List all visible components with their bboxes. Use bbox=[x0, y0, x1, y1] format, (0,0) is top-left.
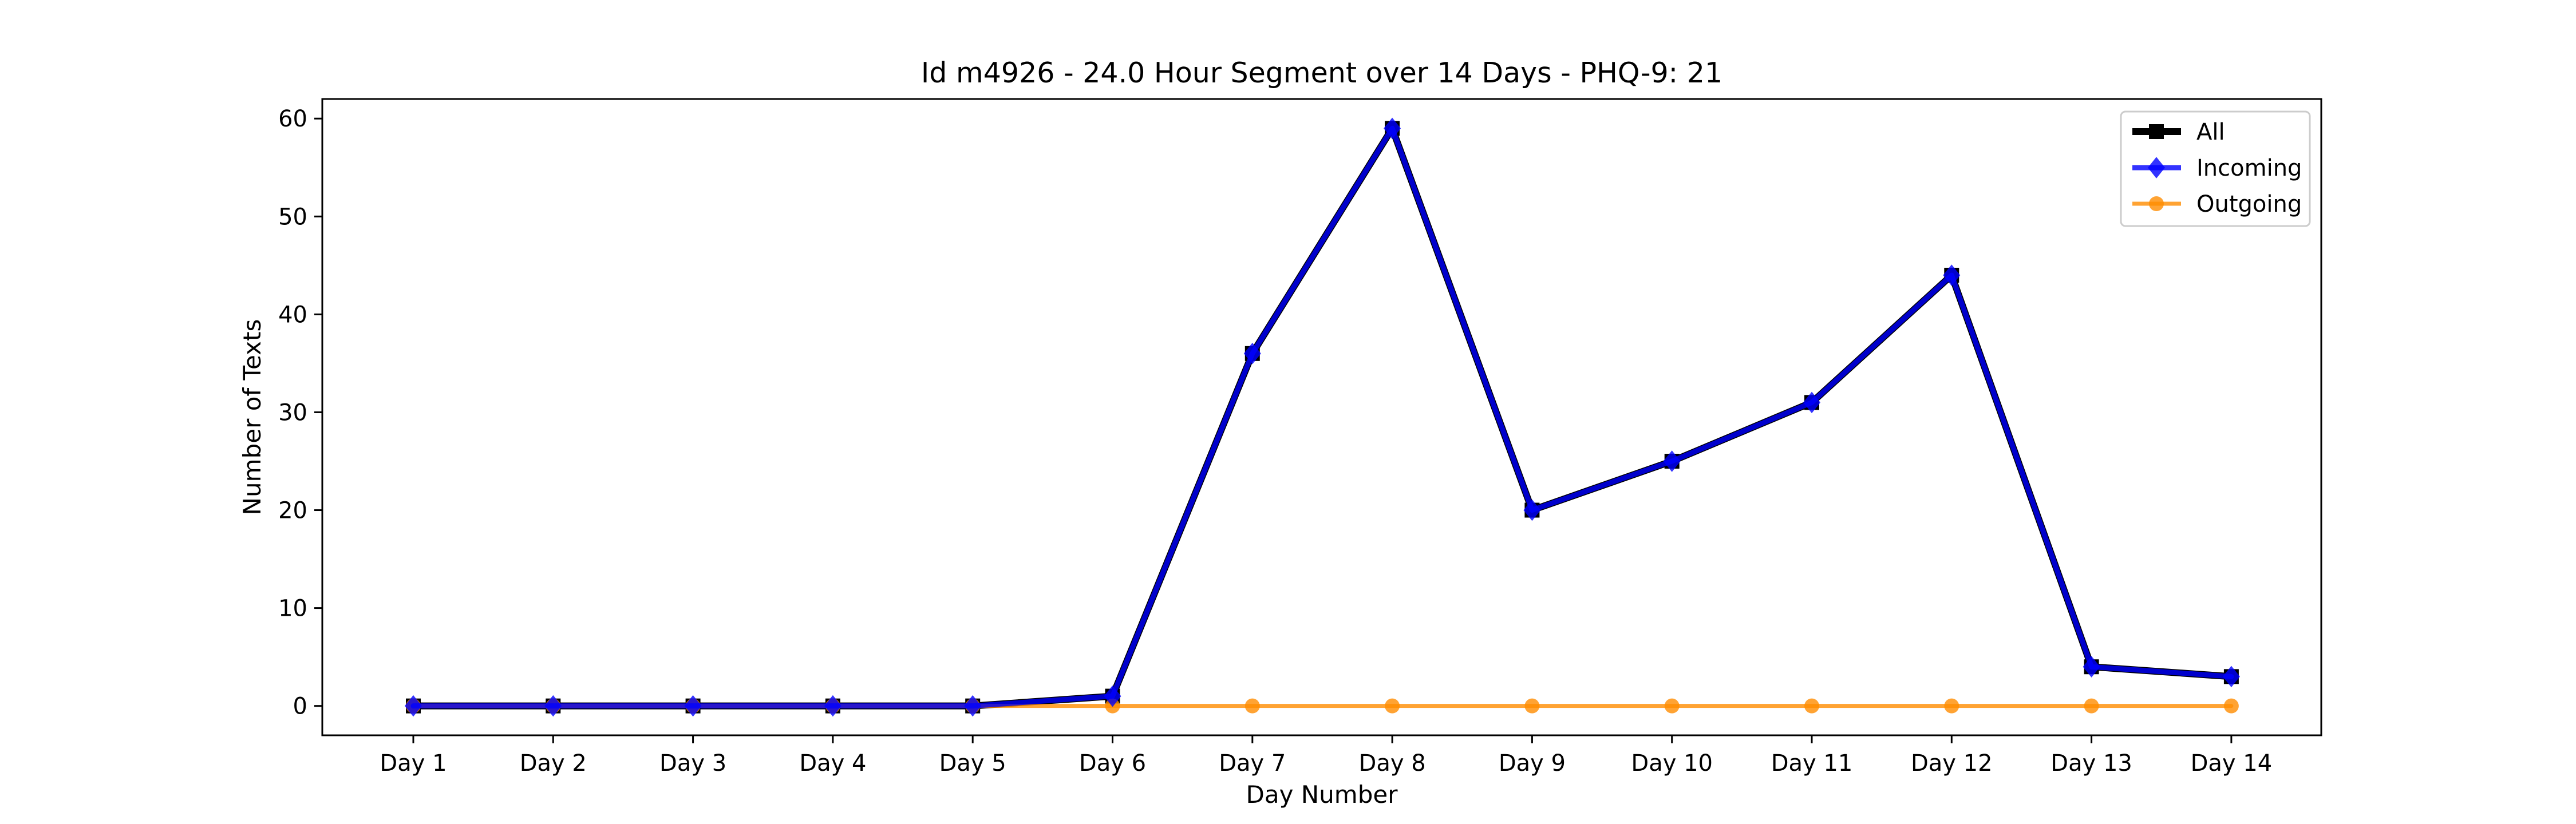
data-point-incoming bbox=[1943, 264, 1961, 286]
y-tick-label: 20 bbox=[278, 498, 307, 524]
x-tick-label: Day 3 bbox=[659, 750, 726, 777]
legend: All Incoming Outgoing bbox=[2120, 110, 2311, 227]
x-tick-label: Day 6 bbox=[1079, 750, 1146, 777]
data-point-outgoing bbox=[2084, 698, 2099, 714]
x-tick-label: Day 11 bbox=[1771, 750, 1853, 777]
chart-title: Id m4926 - 24.0 Hour Segment over 14 Day… bbox=[921, 57, 1722, 89]
x-tick-label: Day 9 bbox=[1499, 750, 1566, 777]
plot-frame bbox=[321, 98, 2322, 736]
data-point-incoming bbox=[2222, 665, 2240, 688]
x-tick-label: Day 5 bbox=[939, 750, 1006, 777]
x-tick-label: Day 4 bbox=[799, 750, 866, 777]
data-point-incoming bbox=[405, 695, 422, 717]
series-line-incoming bbox=[410, 125, 2234, 709]
x-tick-label: Day 7 bbox=[1219, 750, 1286, 777]
data-point-incoming bbox=[1104, 685, 1121, 707]
data-point-incoming bbox=[964, 695, 982, 717]
data-point-outgoing bbox=[1804, 698, 1819, 714]
legend-marker-outgoing bbox=[2149, 196, 2164, 211]
data-point-outgoing bbox=[2223, 698, 2239, 714]
legend-label-outgoing: Outgoing bbox=[2196, 191, 2302, 217]
x-tick-label: Day 8 bbox=[1359, 750, 1426, 777]
data-point-incoming bbox=[1384, 117, 1401, 140]
data-point-incoming bbox=[1243, 343, 1261, 365]
x-axis-label: Day Number bbox=[1246, 781, 1398, 809]
x-tick-label: Day 14 bbox=[2191, 750, 2273, 777]
data-point-incoming bbox=[1803, 391, 1820, 414]
legend-label-all: All bbox=[2196, 119, 2225, 145]
y-tick-label: 0 bbox=[293, 694, 307, 720]
data-point-outgoing bbox=[1244, 698, 1260, 714]
data-point-outgoing bbox=[1944, 698, 1959, 714]
x-tick-label: Day 12 bbox=[1911, 750, 1993, 777]
legend-marker-all bbox=[2149, 124, 2164, 139]
y-axis-label: Number of Texts bbox=[238, 319, 266, 516]
data-point-incoming bbox=[684, 695, 702, 717]
x-tick-label: Day 13 bbox=[2050, 750, 2132, 777]
data-point-incoming bbox=[824, 695, 841, 717]
data-point-incoming bbox=[544, 695, 562, 717]
y-tick-label: 40 bbox=[278, 302, 307, 328]
data-point-outgoing bbox=[1524, 698, 1540, 714]
y-tick-label: 50 bbox=[278, 204, 307, 230]
legend-marker-incoming bbox=[2148, 157, 2165, 179]
x-tick-label: Day 10 bbox=[1631, 750, 1713, 777]
data-point-outgoing bbox=[1385, 698, 1400, 714]
y-tick-label: 10 bbox=[278, 596, 307, 622]
x-tick-label: Day 2 bbox=[520, 750, 587, 777]
y-tick-label: 30 bbox=[278, 399, 307, 426]
data-point-incoming bbox=[1523, 499, 1541, 521]
plot-area: Day 1 Day 2 Day 3 Day 4 Day 5 Day 6 Day 7 Day 8… bbox=[278, 106, 2272, 777]
legend-label-incoming: Incoming bbox=[2196, 155, 2302, 181]
data-point-incoming bbox=[2083, 656, 2100, 678]
legend-box bbox=[2120, 110, 2311, 227]
x-tick-label: Day 1 bbox=[380, 750, 447, 777]
data-point-outgoing bbox=[1664, 698, 1680, 714]
y-tick-label: 60 bbox=[278, 106, 307, 132]
data-point-incoming bbox=[1663, 450, 1681, 472]
